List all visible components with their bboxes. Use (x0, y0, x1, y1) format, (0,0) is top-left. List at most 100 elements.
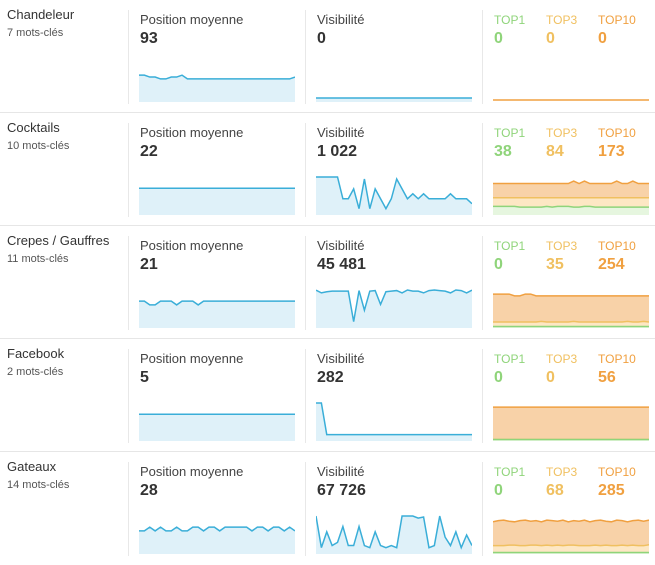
position-area (139, 75, 295, 102)
category-row[interactable]: Crepes / Gauffres 11 mots-clés Position mo… (0, 226, 655, 339)
top3-line (493, 320, 649, 323)
top10-line (493, 293, 649, 297)
position-area (139, 301, 295, 328)
position-label: Position moyenne (140, 12, 244, 27)
column-divider (482, 10, 483, 104)
visibility-area (316, 290, 472, 328)
visibility-area (316, 98, 472, 102)
category-name[interactable]: Gateaux (7, 459, 57, 474)
visibility-sparkline (316, 97, 472, 102)
row-divider (0, 451, 655, 452)
top3-value: 84 (546, 143, 564, 160)
visibility-line (316, 515, 472, 550)
top1-value: 0 (494, 30, 503, 47)
position-line (139, 300, 295, 306)
top10-line (493, 180, 649, 185)
position-area (139, 414, 295, 441)
visibility-value: 282 (317, 369, 344, 386)
keyword-count: 7 mots-clés (7, 27, 64, 39)
category-row[interactable]: Gateaux 14 mots-clés Position moyenne 28 Vis… (0, 452, 655, 565)
keyword-count: 14 mots-clés (7, 479, 70, 491)
top-positions-sparkline (493, 519, 649, 554)
position-label: Position moyenne (140, 464, 244, 479)
top-positions-sparkline (493, 293, 649, 328)
top10-value: 285 (598, 482, 625, 499)
keyword-count: 2 mots-clés (7, 366, 64, 378)
top10-value: 254 (598, 256, 625, 273)
position-value: 22 (140, 143, 158, 160)
visibility-line (316, 176, 472, 211)
top3-value: 68 (546, 482, 564, 499)
top3-line (493, 544, 649, 547)
position-sparkline (139, 526, 295, 554)
column-divider (482, 462, 483, 556)
column-divider (305, 349, 306, 443)
top1-label: TOP1 (494, 126, 526, 140)
top10-label: TOP10 (598, 465, 636, 479)
position-value: 5 (140, 369, 149, 386)
position-line (139, 526, 295, 532)
category-name[interactable]: Chandeleur (7, 7, 75, 22)
column-divider (128, 462, 129, 556)
column-divider (305, 462, 306, 556)
visibility-value: 67 726 (317, 482, 366, 499)
top3-value: 0 (546, 369, 555, 386)
position-sparkline (139, 74, 295, 102)
top-positions-sparkline (493, 180, 649, 215)
top1-value: 0 (494, 369, 503, 386)
row-divider (0, 225, 655, 226)
column-divider (128, 10, 129, 104)
position-area (139, 188, 295, 215)
top3-label: TOP3 (546, 239, 578, 253)
column-divider (128, 349, 129, 443)
column-divider (482, 349, 483, 443)
top10-value: 0 (598, 30, 607, 47)
visibility-sparkline (316, 515, 472, 554)
column-divider (482, 236, 483, 330)
visibility-label: Visibilité (317, 464, 365, 479)
position-label: Position moyenne (140, 125, 244, 140)
top1-line (493, 205, 649, 208)
visibility-value: 1 022 (317, 143, 358, 160)
position-value: 28 (140, 482, 158, 499)
visibility-sparkline (316, 176, 472, 215)
visibility-area (316, 403, 472, 441)
category-name[interactable]: Facebook (7, 346, 65, 361)
top10-label: TOP10 (598, 126, 636, 140)
category-row[interactable]: Chandeleur 7 mots-clés Position moyenne 93 V… (0, 0, 655, 113)
visibility-area (316, 177, 472, 215)
top10-label: TOP10 (598, 239, 636, 253)
column-divider (482, 123, 483, 217)
visibility-label: Visibilité (317, 12, 365, 27)
category-row[interactable]: Cocktails 10 mots-clés Position moyenne 22 V… (0, 113, 655, 226)
category-row[interactable]: Facebook 2 mots-clés Position moyenne 5 Visi… (0, 339, 655, 452)
column-divider (128, 123, 129, 217)
top3-label: TOP3 (546, 126, 578, 140)
top1-area (493, 206, 649, 215)
top10-label: TOP10 (598, 352, 636, 366)
top10-value: 56 (598, 369, 616, 386)
top10-line (493, 519, 649, 523)
keyword-count: 11 mots-clés (7, 253, 69, 265)
category-name[interactable]: Cocktails (7, 120, 60, 135)
top10-value: 173 (598, 143, 625, 160)
top3-value: 0 (546, 30, 555, 47)
top3-area (493, 544, 649, 554)
top3-value: 35 (546, 256, 564, 273)
top3-label: TOP3 (546, 13, 578, 27)
category-name[interactable]: Crepes / Gauffres (7, 233, 110, 248)
position-line (139, 74, 295, 80)
position-value: 93 (140, 30, 158, 47)
position-label: Position moyenne (140, 238, 244, 253)
top1-value: 0 (494, 482, 503, 499)
top-positions-sparkline (493, 99, 649, 101)
column-divider (305, 10, 306, 104)
visibility-sparkline (316, 402, 472, 441)
row-divider (0, 338, 655, 339)
top10-area (493, 294, 649, 328)
visibility-area (316, 516, 472, 554)
top1-label: TOP1 (494, 13, 526, 27)
position-sparkline (139, 413, 295, 441)
visibility-label: Visibilité (317, 125, 365, 140)
visibility-line (316, 289, 472, 322)
